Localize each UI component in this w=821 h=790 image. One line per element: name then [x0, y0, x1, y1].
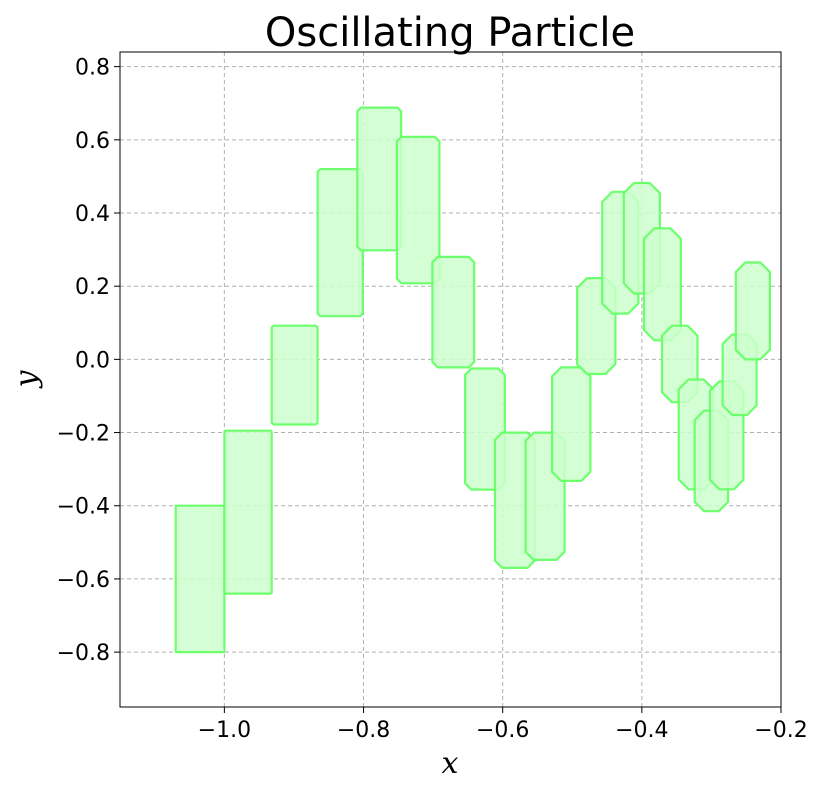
axis-ticks: −1.0 −0.8 −0.6 −0.4 −0.2 −0.8 −0.6 −0.4 −0.2 0.0 0…	[57, 56, 808, 743]
y-tick-label: 0.6	[75, 129, 110, 154]
y-tick-label: −0.2	[57, 422, 110, 447]
data-marker	[431, 255, 476, 369]
data-marker	[734, 261, 772, 361]
data-marker	[174, 504, 226, 654]
x-tick-label: −0.6	[476, 718, 529, 743]
x-tick-label: −0.2	[754, 718, 807, 743]
y-tick-label: −0.8	[57, 641, 110, 666]
x-axis-label: x	[442, 746, 459, 781]
y-tick-label: 0.0	[75, 348, 110, 373]
data-marker	[316, 168, 364, 318]
x-tick-label: −0.4	[615, 718, 668, 743]
y-axis-label: y	[9, 369, 44, 389]
data-markers	[174, 106, 772, 654]
x-tick-label: −0.8	[337, 718, 390, 743]
data-marker	[642, 227, 682, 342]
chart-title: Oscillating Particle	[265, 10, 635, 56]
x-tick-label: −1.0	[198, 718, 251, 743]
y-tick-label: 0.4	[75, 202, 110, 227]
y-tick-label: 0.8	[75, 56, 110, 81]
y-tick-label: −0.6	[57, 568, 110, 593]
data-marker	[550, 366, 592, 482]
data-marker	[356, 106, 403, 252]
y-tick-label: 0.2	[75, 275, 110, 300]
data-marker	[223, 429, 273, 595]
plot-frame	[119, 51, 782, 708]
y-tick-label: −0.4	[57, 495, 110, 520]
data-marker	[270, 324, 319, 426]
